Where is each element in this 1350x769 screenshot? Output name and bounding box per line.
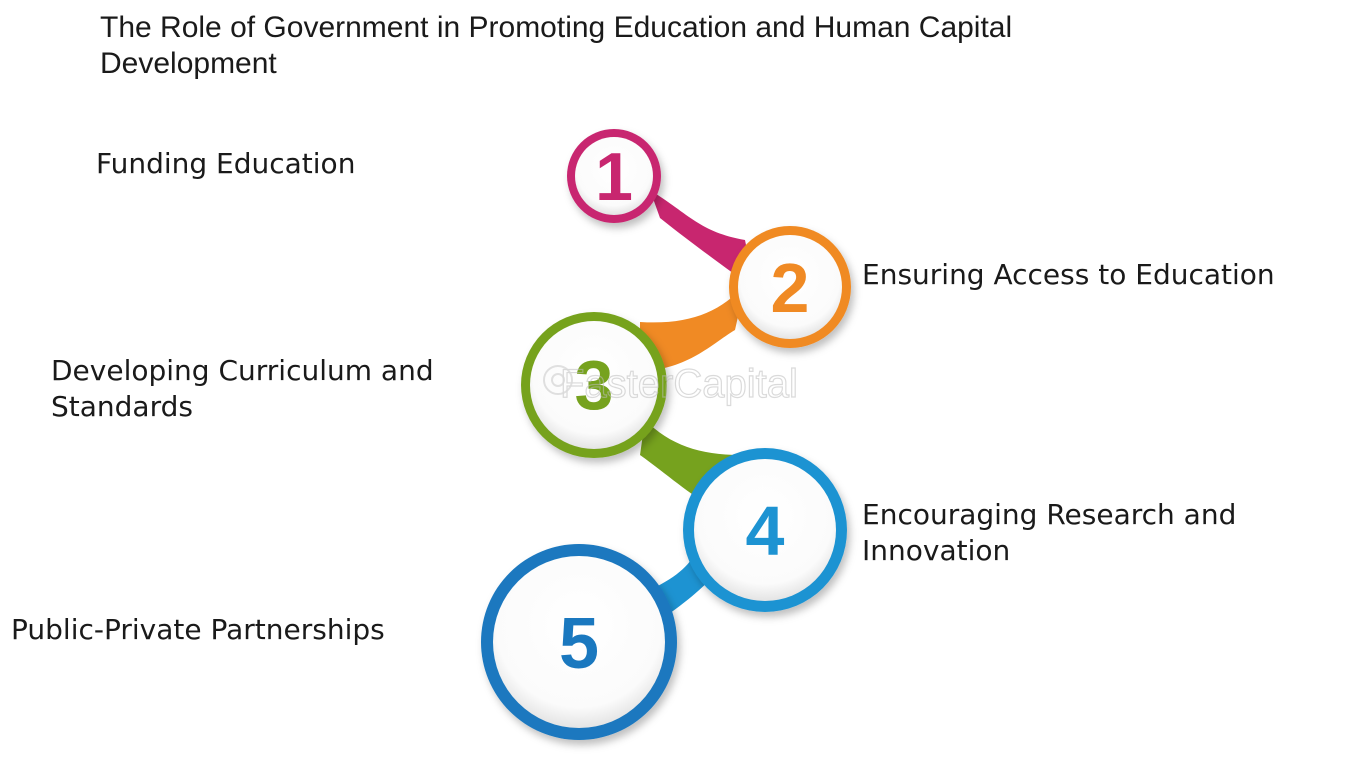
connector-2-3 <box>640 285 745 372</box>
step-label-5: Public-Private Partnerships <box>11 613 385 646</box>
step-label-3: Developing Curriculum and Standards <box>51 354 434 423</box>
step-disc-1 <box>575 137 653 215</box>
step-disc-2 <box>738 235 842 339</box>
step-number-5: 5 <box>559 604 599 684</box>
step-disc-4 <box>694 459 836 601</box>
step-number-1: 1 <box>595 139 633 215</box>
step-node-2 <box>729 226 851 348</box>
page-title: The Role of Government in Promoting Educ… <box>100 11 1013 80</box>
step-node-3 <box>521 312 667 458</box>
step-disc-3 <box>530 321 658 449</box>
step-number-4: 4 <box>746 492 785 570</box>
step-label-2: Ensuring Access to Education <box>862 258 1275 291</box>
connector-1-2 <box>650 190 755 290</box>
step-label-1: Funding Education <box>96 147 356 180</box>
step-node-1 <box>567 129 661 223</box>
step-node-5 <box>481 544 677 740</box>
watermark-logo: FasterCapital <box>543 361 798 407</box>
step-number-2: 2 <box>771 249 810 327</box>
step-number-3: 3 <box>575 346 614 424</box>
step-label-4: Encouraging Research and Innovation <box>862 498 1237 567</box>
watermark-text: FasterCapital <box>560 362 798 406</box>
step-disc-5 <box>493 556 665 728</box>
step-node-4 <box>683 448 847 612</box>
